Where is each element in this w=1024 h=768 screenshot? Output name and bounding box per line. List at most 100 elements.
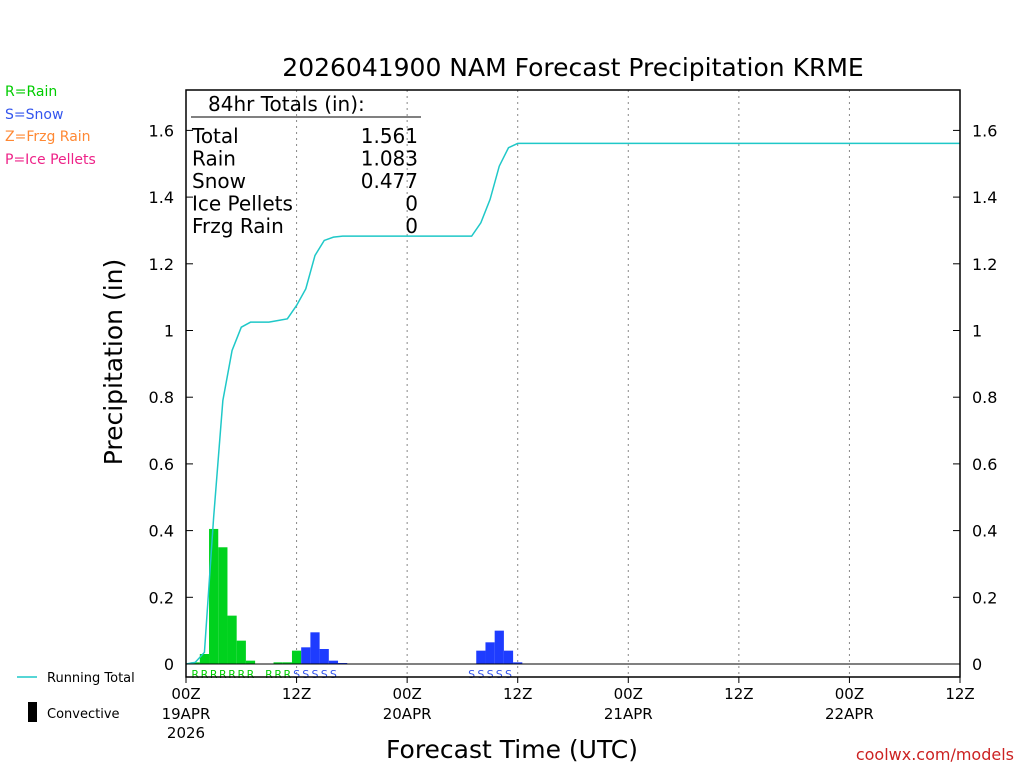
totals-row-label: Total	[191, 124, 239, 148]
precip-type-marker: R	[219, 668, 227, 681]
rain-bar	[227, 615, 237, 664]
rain-bar	[291, 650, 302, 664]
precip-type-marker: R	[191, 668, 199, 681]
x-tick-label: 00Z	[835, 685, 864, 703]
y-tick-label-left: 0.4	[149, 522, 174, 541]
x-tick-label: 00Z	[614, 685, 643, 703]
y-tick-label-left: 0.6	[149, 455, 174, 474]
precip-type-marker: R	[210, 668, 218, 681]
x-tick-date: 21APR	[604, 705, 653, 723]
precip-type-marker: R	[201, 668, 209, 681]
y-tick-label-left: 0.8	[149, 388, 174, 407]
grid-lines	[296, 90, 850, 677]
snow-bar	[319, 648, 329, 664]
precip-type-marker: S	[477, 668, 484, 681]
convective-legend-swatch	[28, 702, 37, 722]
totals-row-value: 1.083	[361, 147, 418, 171]
x-tick-date: 19APR	[162, 705, 211, 723]
snow-bar	[476, 650, 486, 664]
totals-row-label: Rain	[192, 147, 236, 171]
y-tick-label-left: 1.2	[149, 255, 174, 274]
x-tick-label: 12Z	[724, 685, 753, 703]
legend-snow: S=Snow	[5, 107, 63, 123]
x-tick-label: 12Z	[503, 685, 532, 703]
series-legend: Running Total Convective	[17, 671, 135, 722]
precip-type-marker: S	[505, 668, 512, 681]
totals-row-value: 1.561	[361, 124, 418, 148]
precip-type-marker: S	[302, 668, 309, 681]
precip-type-marker: R	[265, 668, 273, 681]
rain-bar	[190, 662, 200, 664]
totals-heading: 84hr Totals (in):	[208, 92, 365, 116]
rain-bar	[282, 662, 292, 664]
y-tick-label-left: 1.4	[149, 188, 174, 207]
y-axis-left: 0 0.2 0.4 0.6 0.8 1 1.2 1.4 1.6	[149, 121, 193, 674]
y-tick-label-right: 0	[972, 655, 982, 674]
snow-bar	[301, 647, 311, 664]
y-tick-label-right: 0.2	[972, 588, 997, 607]
precip-type-marker: R	[284, 668, 292, 681]
y-axis-label: Precipitation (in)	[99, 259, 128, 466]
rain-bar	[236, 640, 246, 664]
y-tick-label-left: 0	[164, 655, 174, 674]
totals-row-label: Snow	[192, 169, 246, 193]
credit-text: coolwx.com/models	[856, 745, 1014, 764]
x-tick-label: 00Z	[171, 685, 200, 703]
rain-bar	[273, 662, 283, 664]
plot-frame	[185, 89, 961, 678]
type-legend: R=Rain S=Snow Z=Frzg Rain P=Ice Pellets	[5, 84, 96, 168]
snow-bar	[485, 642, 495, 664]
x-axis-label: Forecast Time (UTC)	[386, 735, 638, 764]
precip-type-marker: S	[312, 668, 319, 681]
snow-bar	[513, 662, 523, 664]
precip-type-marker: S	[330, 668, 337, 681]
y-tick-label-left: 0.2	[149, 588, 174, 607]
precip-type-marker: S	[321, 668, 328, 681]
running-total-legend-label: Running Total	[47, 671, 135, 686]
x-tick-label: 12Z	[945, 685, 974, 703]
rain-bar	[218, 547, 228, 664]
convective-legend-label: Convective	[47, 707, 120, 722]
precip-type-marker: R	[247, 668, 255, 681]
precip-type-marker: S	[293, 668, 300, 681]
rain-bar	[209, 528, 219, 664]
precip-bars	[190, 528, 523, 664]
rain-bar	[245, 660, 256, 664]
running-total-line	[185, 142, 960, 665]
y-tick-label-left: 1	[164, 322, 174, 341]
legend-rain: R=Rain	[5, 84, 57, 100]
totals-box: 84hr Totals (in): Total 1.561 Rain 1.083 Sno…	[191, 92, 421, 238]
totals-row-value: 0	[405, 214, 418, 238]
y-tick-label-left: 1.6	[149, 121, 174, 140]
chart-title: 2026041900 NAM Forecast Precipitation KR…	[282, 53, 863, 82]
snow-bar	[328, 660, 339, 664]
y-axis-right: 0 0.2 0.4 0.6 0.8 1 1.2 1.4 1.6	[953, 121, 997, 674]
y-tick-label-right: 0.4	[972, 522, 997, 541]
precip-type-marker: R	[274, 668, 282, 681]
x-tick-date: 22APR	[825, 705, 874, 723]
y-tick-label-right: 1.6	[972, 121, 997, 140]
precip-type-marker: S	[468, 668, 475, 681]
totals-row-value: 0.477	[361, 169, 418, 193]
totals-row-label: Frzg Rain	[192, 214, 284, 238]
rain-bar	[199, 653, 210, 664]
x-tick-label: 00Z	[392, 685, 421, 703]
x-tick-year: 2026	[167, 724, 205, 742]
y-tick-label-right: 0.6	[972, 455, 997, 474]
precip-type-marker: R	[228, 668, 236, 681]
totals-row-label: Ice Pellets	[192, 192, 293, 216]
precip-type-marker: S	[487, 668, 494, 681]
x-tick-label: 12Z	[282, 685, 311, 703]
y-tick-label-right: 1	[972, 322, 982, 341]
legend-ice-pellets: P=Ice Pellets	[5, 152, 96, 168]
totals-row-value: 0	[405, 192, 418, 216]
snow-bar	[503, 650, 514, 664]
legend-frzg-rain: Z=Frzg Rain	[5, 129, 91, 145]
precip-type-marker: R	[237, 668, 245, 681]
snow-bar	[310, 632, 320, 664]
snow-bar	[338, 662, 348, 664]
y-tick-label-right: 0.8	[972, 388, 997, 407]
